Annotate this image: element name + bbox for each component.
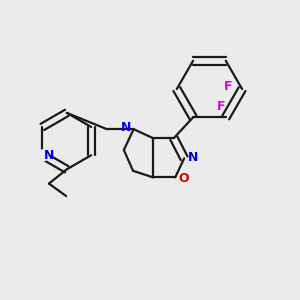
Text: N: N <box>44 149 54 162</box>
Text: N: N <box>121 121 131 134</box>
Text: F: F <box>217 100 226 112</box>
Text: N: N <box>188 151 198 164</box>
Text: O: O <box>178 172 189 185</box>
Text: F: F <box>224 80 232 93</box>
